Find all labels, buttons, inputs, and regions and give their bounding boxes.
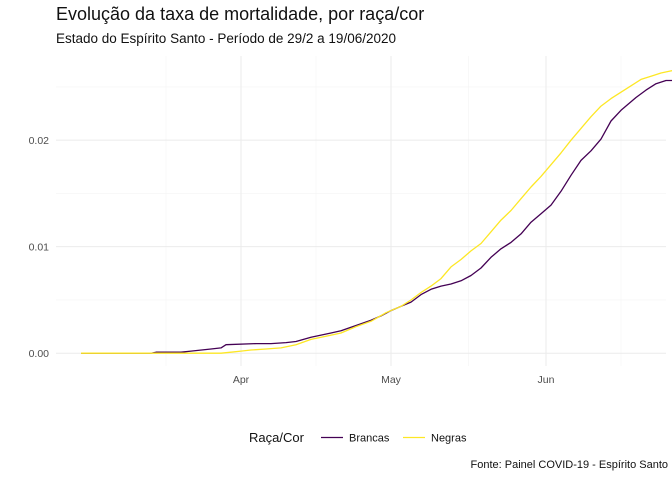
chart-subtitle: Estado do Espírito Santo - Período de 29… xyxy=(56,31,396,46)
y-tick-label: 0.01 xyxy=(29,241,50,253)
legend: Raça/Cor Brancas Negras xyxy=(249,430,467,445)
x-axis-tick-labels: Apr May Jun xyxy=(233,374,555,386)
chart-title: Evolução da taxa de mortalidade, por raç… xyxy=(56,4,425,24)
major-gridlines xyxy=(56,56,666,366)
chart-caption: Fonte: Painel COVID-19 - Espírito Santo xyxy=(470,459,668,471)
y-axis-tick-labels: 0.00 0.01 0.02 xyxy=(29,135,50,360)
legend-title: Raça/Cor xyxy=(249,430,305,445)
legend-label-negras: Negras xyxy=(431,433,467,445)
minor-gridlines xyxy=(56,56,666,366)
x-tick-label: Apr xyxy=(233,374,250,386)
legend-label-brancas: Brancas xyxy=(349,433,390,445)
x-tick-label: Jun xyxy=(538,374,555,386)
y-tick-label: 0.00 xyxy=(29,348,50,360)
x-tick-label: May xyxy=(381,374,402,386)
y-tick-label: 0.02 xyxy=(29,135,50,147)
series-line-negras xyxy=(81,70,672,354)
series-line-brancas xyxy=(81,79,672,354)
series-lines xyxy=(81,70,672,354)
